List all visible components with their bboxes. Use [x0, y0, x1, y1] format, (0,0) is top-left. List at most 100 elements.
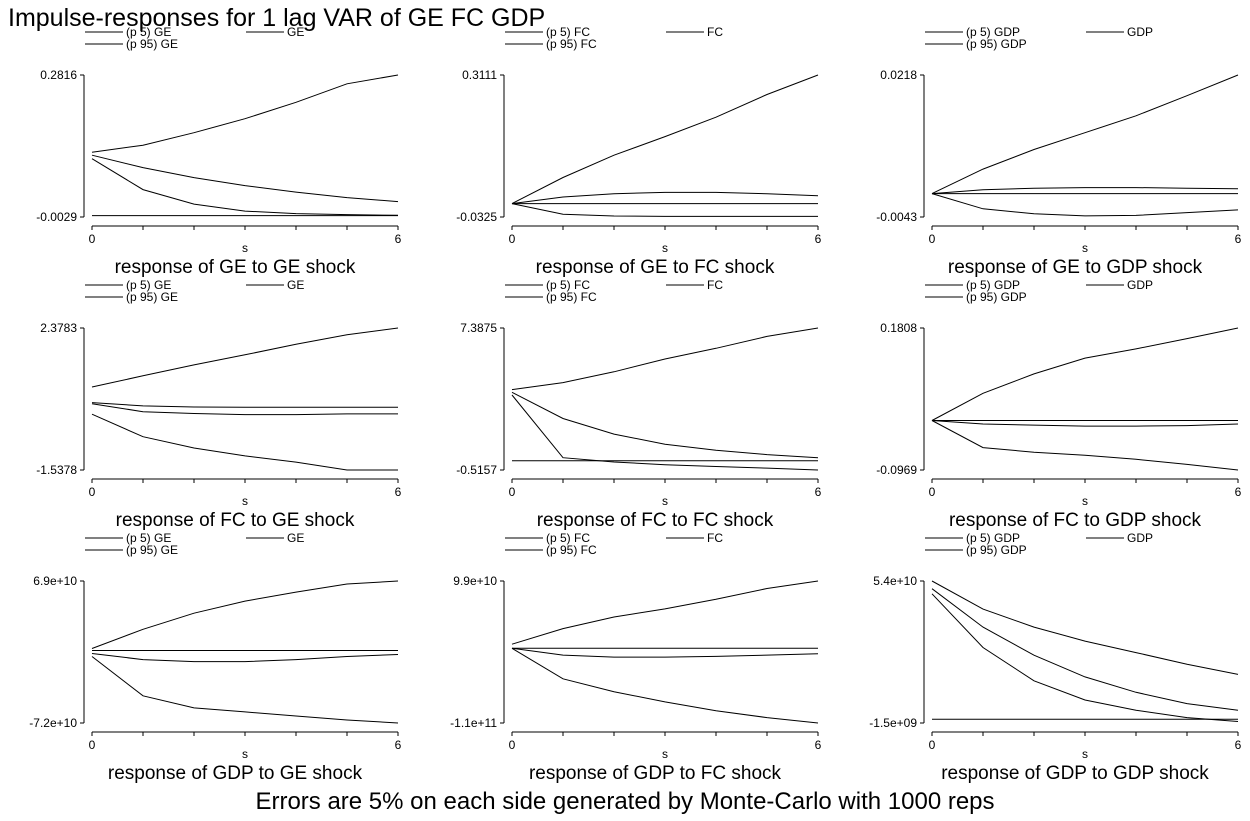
chart-4-series-1: [91, 413, 398, 471]
chart-9-series-1: [931, 593, 1239, 722]
chart-2-legend-label-2: FC: [707, 25, 723, 39]
chart-1-y-tick-label-max: 0.2816: [40, 68, 77, 82]
chart-8-x-axis-label: s: [662, 747, 668, 761]
chart-4-x-tick-label-max: 6: [395, 485, 402, 499]
chart-7-series-2: [91, 653, 399, 663]
chart-9-legend-label-3: (p 95) GDP: [966, 543, 1027, 557]
figure-title: Impulse-responses for 1 lag VAR of GE FC…: [8, 4, 546, 32]
chart-1-legend-label-1: (p 5) GE: [126, 25, 171, 39]
chart-1-legend-label-3: (p 95) GE: [126, 37, 178, 51]
chart-2-x-axis-label: s: [662, 241, 668, 255]
chart-8-y-tick-label-min: -1.1e+11: [450, 716, 497, 730]
chart-1-y-tick-label-min: -0.0029: [36, 210, 77, 224]
chart-1-series-2: [91, 154, 399, 203]
chart-6-legend-label-1: (p 5) GDP: [966, 278, 1020, 292]
chart-2-legend-label-1: (p 5) FC: [546, 25, 590, 39]
chart-1-x-tick-label-max: 6: [395, 232, 402, 246]
chart-9-x-tick-label-min: 0: [929, 738, 936, 752]
chart-4-title: response of FC to GE shock: [116, 510, 355, 531]
figure-note: Errors are 5% on each side generated by …: [255, 788, 995, 815]
chart-9-x-tick-label-max: 6: [1235, 738, 1242, 752]
chart-6-y-tick-label-min: -0.0969: [876, 463, 917, 477]
chart-6-title: response of FC to GDP shock: [949, 510, 1202, 531]
chart-3-x-tick-label-max: 6: [1235, 232, 1242, 246]
chart-4-y-tick-label-min: -1.5378: [36, 463, 77, 477]
chart-7-series-3: [91, 580, 399, 649]
chart-4-series-4: [91, 402, 398, 408]
chart-7-series-1: [91, 656, 399, 724]
chart-3-legend-label-1: (p 5) GDP: [966, 25, 1020, 39]
chart-3-x-tick-label-min: 0: [929, 232, 936, 246]
chart-6-x-tick-label-min: 0: [929, 485, 936, 499]
chart-7-x-axis-label: s: [242, 747, 248, 761]
chart-5-x-tick-label-max: 6: [815, 485, 822, 499]
chart-9-y-tick-label-max: 5.4e+10: [873, 574, 917, 588]
chart-7-y-tick-label-max: 6.9e+10: [33, 574, 77, 588]
chart-4-legend-label-2: GE: [287, 278, 304, 292]
chart-1-x-axis-label: s: [242, 241, 248, 255]
chart-7-legend-label-1: (p 5) GE: [126, 531, 171, 545]
chart-6-x-tick-label-max: 6: [1235, 485, 1242, 499]
chart-8-legend-label-2: FC: [707, 531, 723, 545]
chart-2-series-3: [511, 74, 819, 205]
chart-5-series-1: [511, 394, 819, 471]
chart-8-title: response of GDP to FC shock: [529, 763, 782, 784]
chart-9-legend-label-1: (p 5) GDP: [966, 531, 1020, 545]
chart-5-legend-label-2: FC: [707, 278, 723, 292]
chart-7-x-tick-label-max: 6: [395, 738, 402, 752]
chart-2-y-tick-label-min: -0.0325: [456, 210, 497, 224]
chart-2-x-tick-label-min: 0: [509, 232, 516, 246]
chart-1-x-tick-label-min: 0: [89, 232, 96, 246]
chart-8-y-tick-label-max: 9.9e+10: [453, 574, 497, 588]
chart-5-y-tick-label-min: -0.5157: [456, 463, 497, 477]
chart-5-series-3: [511, 327, 819, 391]
chart-7-x-tick-label-min: 0: [89, 738, 96, 752]
chart-7-title: response of GDP to GE shock: [108, 763, 363, 784]
chart-3-legend-label-2: GDP: [1127, 25, 1153, 39]
chart-9-title: response of GDP to GDP shock: [941, 763, 1209, 784]
chart-8-series-2: [511, 647, 819, 658]
chart-9-series-3: [931, 580, 1239, 675]
chart-6-legend-label-3: (p 95) GDP: [966, 290, 1027, 304]
chart-5-legend-label-3: (p 95) FC: [546, 290, 597, 304]
chart-6-series-1: [931, 420, 1239, 471]
chart-8-series-3: [511, 580, 819, 645]
chart-2-title: response of GE to FC shock: [536, 257, 775, 278]
chart-3-legend-label-3: (p 95) GDP: [966, 37, 1027, 51]
chart-5-title: response of FC to FC shock: [537, 510, 774, 531]
chart-6-legend-label-2: GDP: [1127, 278, 1153, 292]
chart-9-series-2: [931, 588, 1239, 711]
chart-2-series-1: [511, 203, 818, 217]
chart-6-series-2: [931, 420, 1239, 427]
chart-1-legend-label-2: GE: [287, 25, 304, 39]
chart-4-series-3: [91, 327, 399, 388]
chart-4-x-tick-label-min: 0: [89, 485, 96, 499]
chart-3-series-3: [931, 74, 1239, 195]
chart-3-title: response of GE to GDP shock: [948, 257, 1203, 278]
chart-5-x-axis-label: s: [662, 494, 668, 508]
chart-5-y-tick-label-max: 7.3875: [460, 321, 497, 335]
chart-4-series-2: [91, 403, 398, 416]
chart-2-x-tick-label-max: 6: [815, 232, 822, 246]
chart-3-y-tick-label-max: 0.0218: [880, 68, 917, 82]
chart-8-legend-label-3: (p 95) FC: [546, 543, 597, 557]
chart-3-series-2: [931, 187, 1239, 195]
chart-3-y-tick-label-min: -0.0043: [876, 210, 917, 224]
chart-4-legend-label-1: (p 5) GE: [126, 278, 171, 292]
chart-7-legend-label-2: GE: [287, 531, 304, 545]
chart-7-y-tick-label-min: -7.2e+10: [29, 716, 77, 730]
chart-3-series-1: [931, 193, 1239, 217]
chart-1-series-1: [91, 158, 399, 216]
chart-6-y-tick-label-max: 0.1808: [880, 321, 917, 335]
chart-4-x-axis-label: s: [242, 494, 248, 508]
chart-5-series-2: [511, 391, 819, 459]
chart-4-y-tick-label-max: 2.3783: [40, 321, 77, 335]
chart-9-x-axis-label: s: [1082, 747, 1088, 761]
chart-5-legend-label-1: (p 5) FC: [546, 278, 590, 292]
chart-1-series-3: [91, 74, 399, 153]
chart-8-x-tick-label-min: 0: [509, 738, 516, 752]
chart-2-legend-label-3: (p 95) FC: [546, 37, 597, 51]
chart-6-x-axis-label: s: [1082, 494, 1088, 508]
chart-8-x-tick-label-max: 6: [815, 738, 822, 752]
